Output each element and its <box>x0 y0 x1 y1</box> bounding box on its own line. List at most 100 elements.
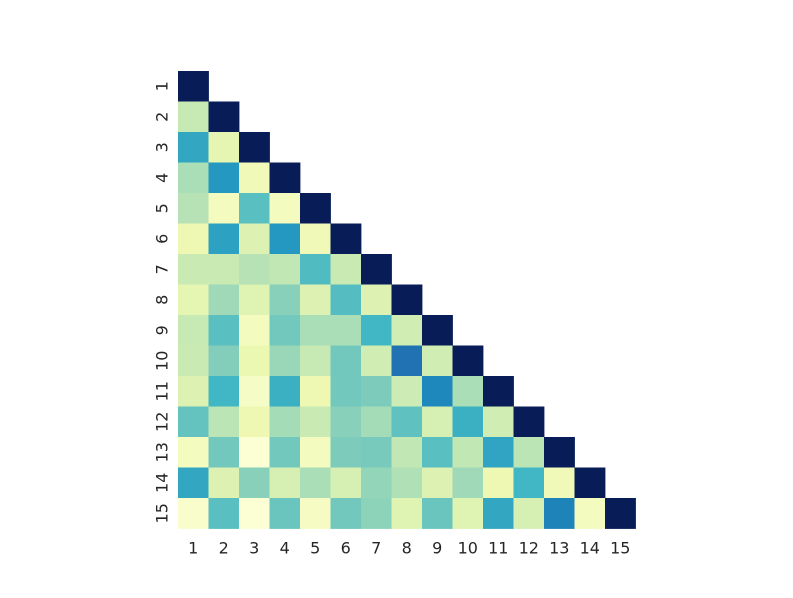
heatmap-cell-r12-c11 <box>483 406 514 438</box>
x-tick-label-12: 12 <box>519 539 539 558</box>
y-tick-label-12: 12 <box>153 412 172 432</box>
heatmap-cell-r15-c3 <box>239 498 270 529</box>
heatmap-cell-r7-c2 <box>208 254 240 285</box>
heatmap-cell-r11-c6 <box>330 376 362 407</box>
heatmap-cell-r15-c13 <box>544 498 575 529</box>
heatmap-cell-r10-c9 <box>422 345 453 377</box>
x-tick-label-11: 11 <box>488 539 508 558</box>
heatmap-cell-r5-c2 <box>208 193 240 224</box>
heatmap-cell-r13-c5 <box>300 437 331 468</box>
heatmap-cell-r1-c1 <box>178 71 209 102</box>
heatmap-cell-r10-c2 <box>208 345 240 377</box>
heatmap-cell-r7-c7 <box>361 254 392 285</box>
heatmap-cell-r15-c4 <box>269 498 301 529</box>
heatmap-cell-r13-c2 <box>208 437 240 468</box>
heatmap-cell-r11-c11 <box>483 376 514 407</box>
heatmap-cell-r15-c12 <box>513 498 545 529</box>
heatmap-cell-r15-c1 <box>178 498 209 529</box>
heatmap-cell-r12-c10 <box>452 406 484 438</box>
heatmap-cell-r10-c4 <box>269 345 301 377</box>
heatmap-cell-r9-c8 <box>391 315 423 346</box>
heatmap-cell-r8-c2 <box>208 284 240 316</box>
heatmap-cell-r12-c12 <box>513 406 545 438</box>
heatmap-cell-r9-c3 <box>239 315 270 346</box>
y-tick-label-14: 14 <box>153 473 172 493</box>
heatmap-cell-r6-c4 <box>269 223 301 255</box>
heatmap-cell-r12-c6 <box>330 406 362 438</box>
x-tick-label-1: 1 <box>188 539 198 558</box>
heatmap-cell-r7-c6 <box>330 254 362 285</box>
heatmap-cell-r9-c4 <box>269 315 301 346</box>
y-tick-label-10: 10 <box>153 351 172 371</box>
heatmap-cell-r13-c7 <box>361 437 392 468</box>
y-tick-label-1: 1 <box>153 81 172 91</box>
y-tick-label-2: 2 <box>153 112 172 122</box>
y-tick-label-5: 5 <box>153 203 172 213</box>
y-tick-label-7: 7 <box>153 264 172 274</box>
heatmap-cell-r13-c4 <box>269 437 301 468</box>
heatmap-cell-r8-c6 <box>330 284 362 316</box>
heatmap-cell-r6-c2 <box>208 223 240 255</box>
heatmap-cells <box>178 71 636 529</box>
x-tick-label-10: 10 <box>458 539 478 558</box>
heatmap-cell-r5-c4 <box>269 193 301 224</box>
y-tick-label-4: 4 <box>153 173 172 183</box>
heatmap-cell-r10-c6 <box>330 345 362 377</box>
heatmap-cell-r11-c8 <box>391 376 423 407</box>
heatmap-cell-r14-c1 <box>178 467 209 499</box>
heatmap-cell-r4-c1 <box>178 162 209 194</box>
heatmap-cell-r5-c1 <box>178 193 209 224</box>
heatmap-cell-r4-c3 <box>239 162 270 194</box>
heatmap-cell-r11-c2 <box>208 376 240 407</box>
heatmap-cell-r13-c1 <box>178 437 209 468</box>
heatmap-cell-r8-c1 <box>178 284 209 316</box>
heatmap-cell-r12-c1 <box>178 406 209 438</box>
heatmap-cell-r11-c4 <box>269 376 301 407</box>
y-tick-label-11: 11 <box>153 381 172 401</box>
heatmap-cell-r14-c3 <box>239 467 270 499</box>
heatmap-cell-r8-c7 <box>361 284 392 316</box>
x-tick-label-9: 9 <box>432 539 442 558</box>
heatmap-cell-r14-c8 <box>391 467 423 499</box>
x-tick-label-13: 13 <box>549 539 569 558</box>
heatmap-cell-r13-c6 <box>330 437 362 468</box>
heatmap-cell-r14-c2 <box>208 467 240 499</box>
heatmap-cell-r13-c3 <box>239 437 270 468</box>
heatmap-cell-r11-c7 <box>361 376 392 407</box>
y-tick-label-15: 15 <box>153 503 172 523</box>
heatmap-cell-r15-c8 <box>391 498 423 529</box>
heatmap-cell-r4-c2 <box>208 162 240 194</box>
heatmap-cell-r9-c5 <box>300 315 331 346</box>
heatmap-cell-r15-c15 <box>605 498 636 529</box>
heatmap-cell-r13-c11 <box>483 437 514 468</box>
heatmap-cell-r15-c10 <box>452 498 484 529</box>
x-tick-label-5: 5 <box>310 539 320 558</box>
heatmap-cell-r3-c3 <box>239 132 270 163</box>
x-tick-label-2: 2 <box>219 539 229 558</box>
heatmap-cell-r10-c1 <box>178 345 209 377</box>
heatmap-cell-r14-c7 <box>361 467 392 499</box>
x-tick-label-14: 14 <box>580 539 600 558</box>
heatmap-cell-r15-c11 <box>483 498 514 529</box>
heatmap-cell-r12-c8 <box>391 406 423 438</box>
heatmap-cell-r14-c14 <box>574 467 606 499</box>
heatmap-cell-r12-c2 <box>208 406 240 438</box>
y-tick-label-6: 6 <box>153 234 172 244</box>
heatmap-cell-r6-c3 <box>239 223 270 255</box>
heatmap-cell-r9-c9 <box>422 315 453 346</box>
heatmap-cell-r7-c4 <box>269 254 301 285</box>
heatmap-cell-r9-c1 <box>178 315 209 346</box>
heatmap-cell-r15-c6 <box>330 498 362 529</box>
heatmap-cell-r15-c14 <box>574 498 606 529</box>
heatmap-cell-r8-c5 <box>300 284 331 316</box>
heatmap-cell-r14-c13 <box>544 467 575 499</box>
heatmap-cell-r14-c9 <box>422 467 453 499</box>
x-tick-label-4: 4 <box>280 539 290 558</box>
x-tick-label-15: 15 <box>610 539 630 558</box>
heatmap-cell-r13-c12 <box>513 437 545 468</box>
heatmap-cell-r6-c6 <box>330 223 362 255</box>
heatmap-cell-r7-c1 <box>178 254 209 285</box>
x-axis-ticks: 1 2 3 4 5 6 7 8 9 10 11 12 13 14 15 <box>188 539 630 558</box>
x-tick-label-3: 3 <box>249 539 259 558</box>
